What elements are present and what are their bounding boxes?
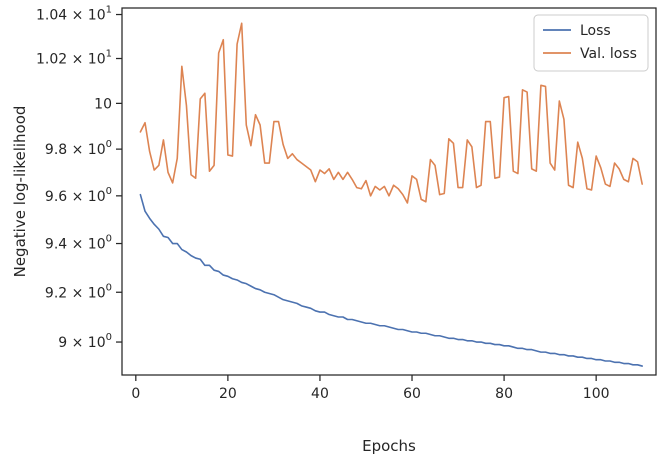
y-tick-label: 1.04 × 101 bbox=[36, 5, 112, 24]
legend-label: Val. loss bbox=[580, 46, 637, 62]
x-tick-label: 60 bbox=[403, 386, 421, 402]
series-line-loss bbox=[139, 193, 643, 367]
x-tick-label: 40 bbox=[311, 386, 329, 402]
y-tick-label: 9.2 × 100 bbox=[45, 282, 112, 301]
y-tick-mantissa: 9.4 bbox=[45, 237, 67, 253]
y-tick-mantissa: 1.02 bbox=[36, 52, 67, 68]
y-tick-times: × 10 bbox=[67, 189, 105, 205]
y-tick-mantissa: 9.8 bbox=[45, 142, 67, 158]
y-tick-mantissa: 1.04 bbox=[36, 8, 67, 24]
y-tick-label: 10 bbox=[94, 96, 112, 112]
y-tick-mantissa: 9 bbox=[58, 335, 67, 351]
y-tick-value: 10 bbox=[94, 96, 112, 112]
x-tick-label: 80 bbox=[495, 386, 513, 402]
legend-label: Loss bbox=[580, 23, 611, 39]
legend-box bbox=[533, 14, 649, 72]
y-tick-label: 9.8 × 100 bbox=[45, 139, 112, 158]
y-tick-exponent: 0 bbox=[106, 139, 112, 150]
x-axis: 0 20 40 60 80 100 bbox=[131, 375, 610, 402]
y-tick-times: × 10 bbox=[67, 52, 105, 68]
y-tick-times: × 10 bbox=[67, 237, 105, 253]
y-tick-mantissa: 9.2 bbox=[45, 285, 67, 301]
series-line-val-loss bbox=[139, 22, 643, 204]
y-tick-label: 1.02 × 101 bbox=[36, 49, 112, 68]
plot-lines bbox=[139, 22, 643, 367]
x-axis-label: Epochs bbox=[362, 437, 416, 455]
y-tick-times: × 10 bbox=[67, 8, 105, 24]
y-tick-label: 9.4 × 100 bbox=[45, 234, 112, 253]
y-tick-exponent: 0 bbox=[106, 234, 112, 245]
y-tick-exponent: 0 bbox=[106, 282, 112, 293]
y-tick-exponent: 1 bbox=[106, 5, 112, 16]
y-tick-times: × 10 bbox=[67, 142, 105, 158]
y-tick-mantissa: 9.6 bbox=[45, 189, 67, 205]
legend: Loss Val. loss bbox=[533, 14, 649, 72]
y-tick-exponent: 0 bbox=[106, 332, 112, 343]
x-tick-label: 100 bbox=[583, 386, 610, 402]
y-tick-exponent: 0 bbox=[106, 186, 112, 197]
y-tick-exponent: 1 bbox=[106, 49, 112, 60]
x-tick-label: 0 bbox=[131, 386, 140, 402]
y-tick-times: × 10 bbox=[67, 335, 105, 351]
y-tick-label: 9 × 100 bbox=[58, 332, 112, 351]
y-tick-times: × 10 bbox=[67, 285, 105, 301]
y-tick-label: 9.6 × 100 bbox=[45, 186, 112, 205]
plot-frame bbox=[121, 7, 657, 376]
y-axis-label: Negative log-likelihood bbox=[11, 106, 29, 278]
x-tick-label: 20 bbox=[219, 386, 237, 402]
